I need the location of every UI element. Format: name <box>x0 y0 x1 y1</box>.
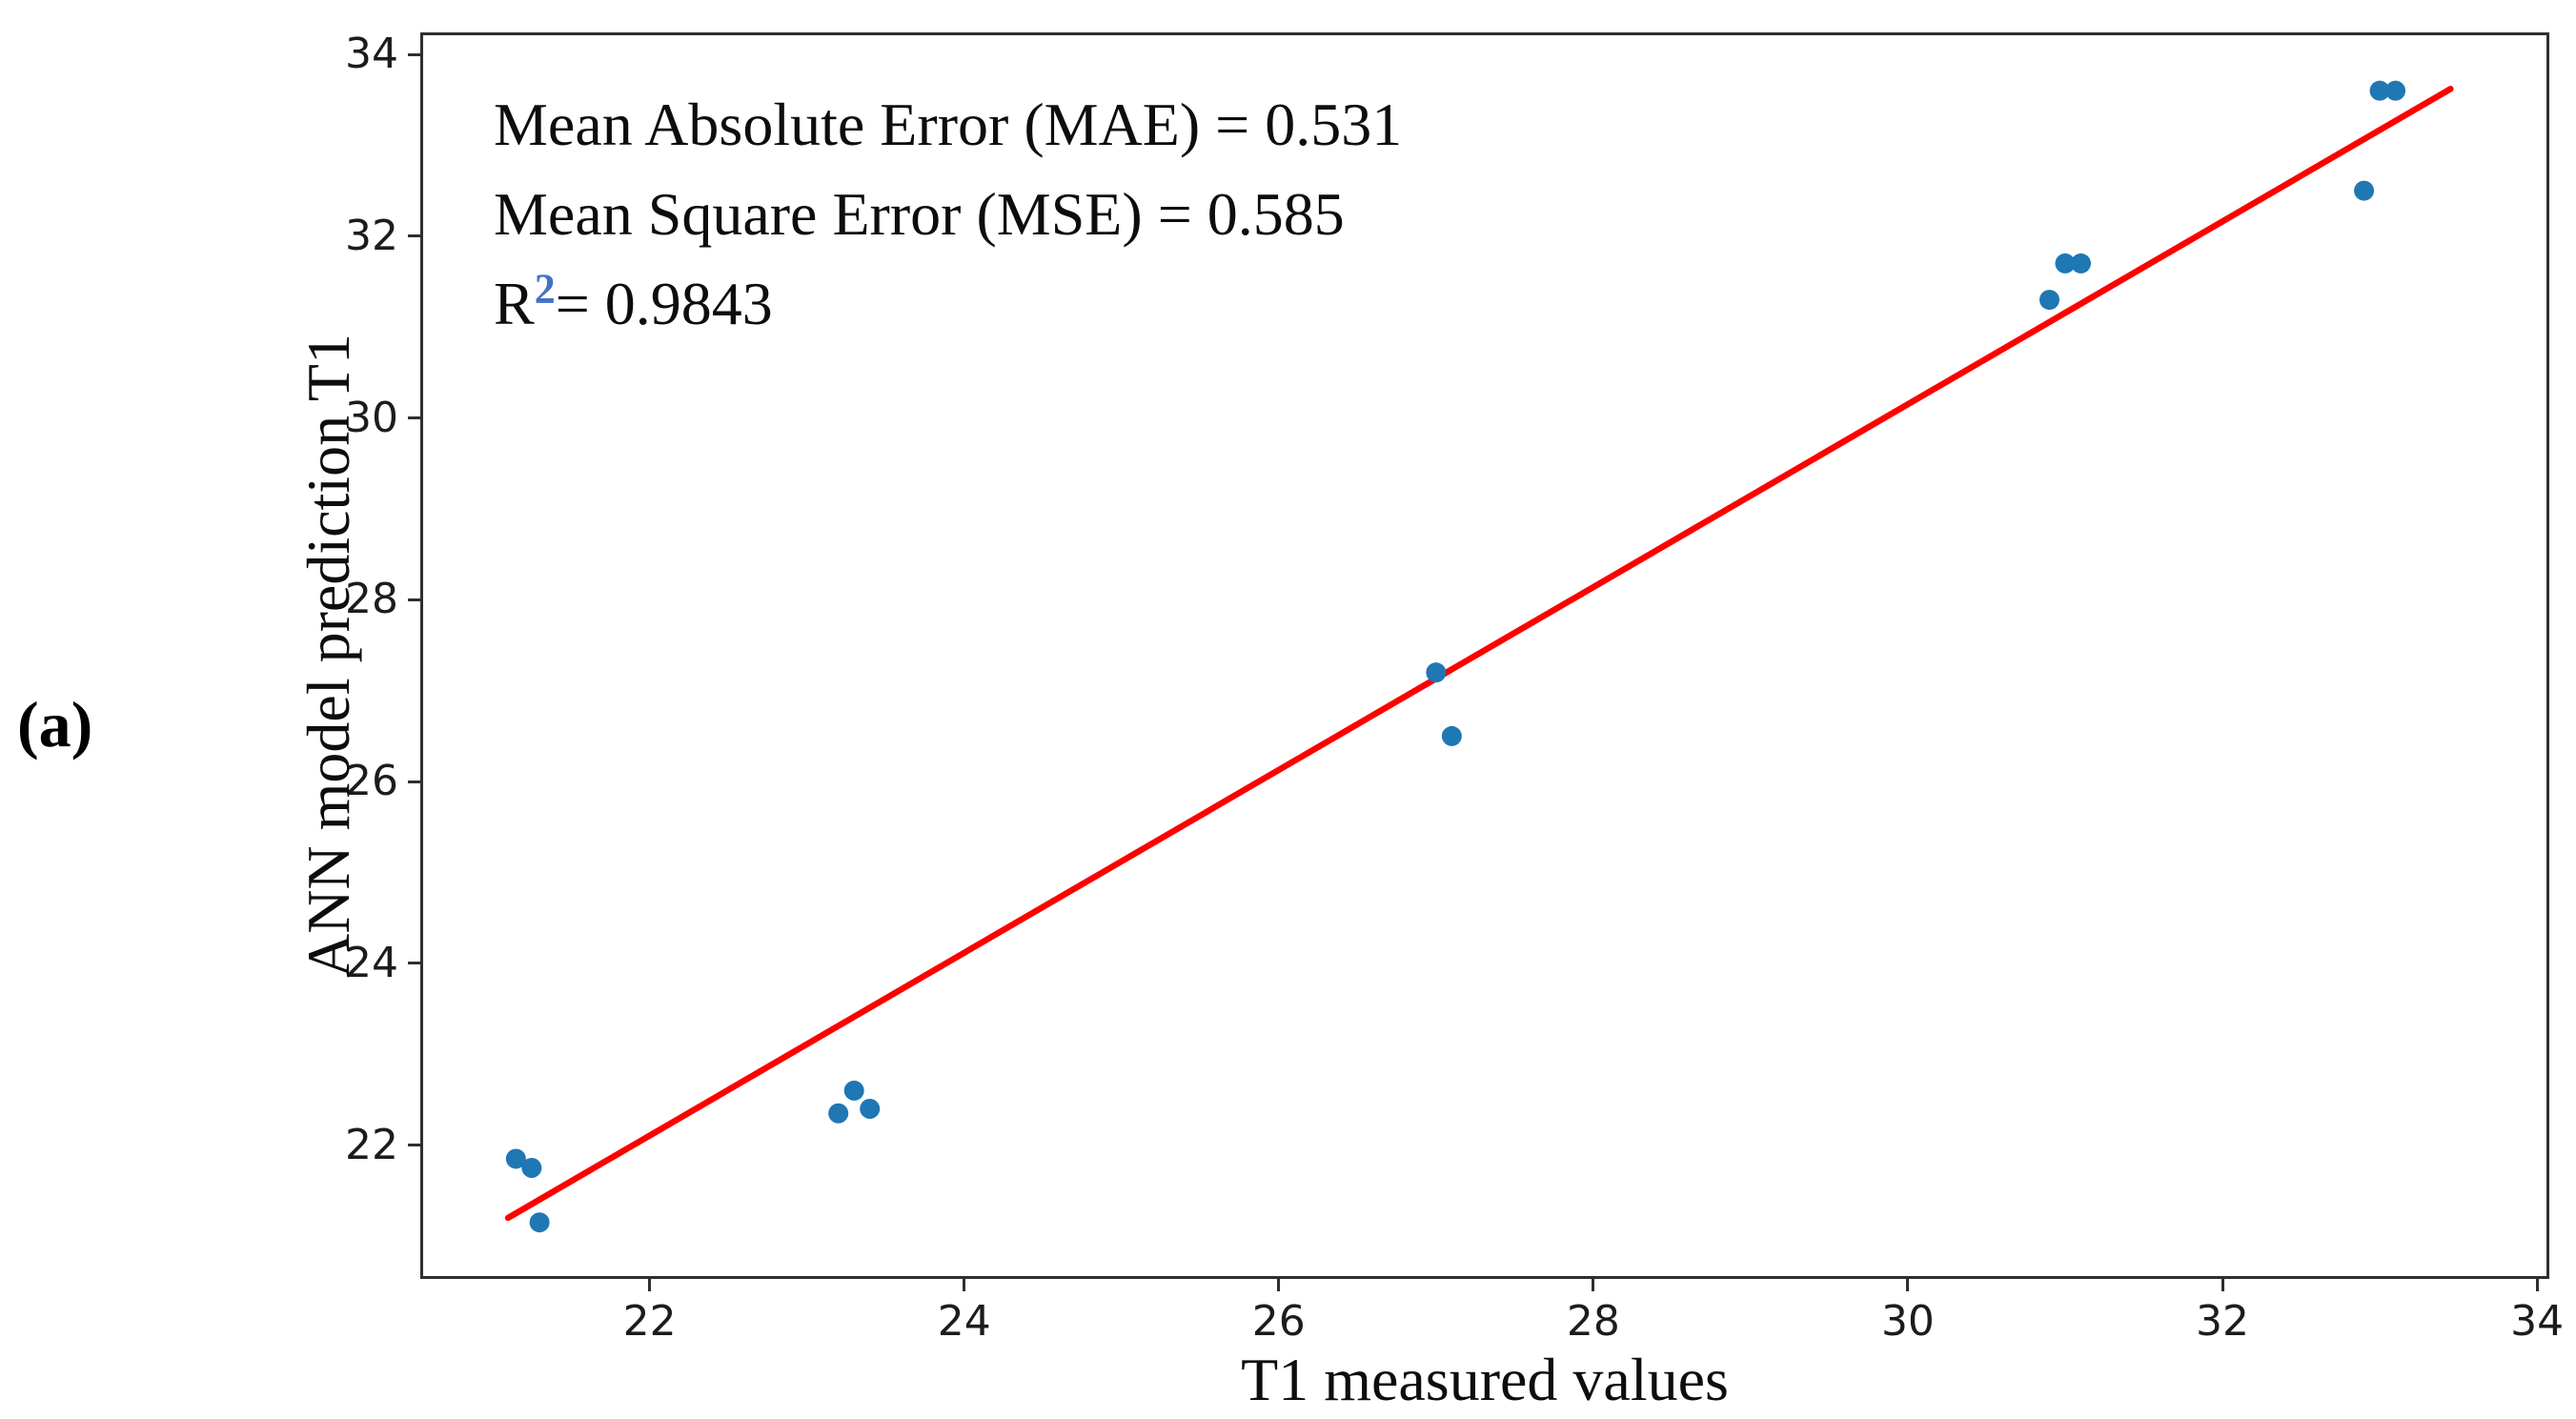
annotation-r2-value: = 0.9843 <box>555 270 773 337</box>
x-tick-label: 30 <box>1880 1297 1935 1346</box>
x-tick-label: 32 <box>2196 1297 2250 1346</box>
x-axis-label: T1 measured values <box>1241 1346 1729 1413</box>
y-tick-label: 22 <box>345 1120 398 1169</box>
y-tick-mark <box>408 416 420 420</box>
y-tick-label: 28 <box>345 575 398 624</box>
x-tick-label: 34 <box>2510 1297 2565 1346</box>
y-tick-mark <box>408 52 420 56</box>
y-axis-label: ANN model prediction T1 <box>294 333 362 979</box>
y-tick-label: 26 <box>345 757 398 806</box>
figure-panel-label: (a) <box>17 688 93 760</box>
annotation-r2-superscript: 2 <box>534 265 556 313</box>
x-tick-mark <box>1906 1279 1910 1291</box>
y-tick-mark <box>408 962 420 965</box>
annotation-mse: Mean Square Error (MSE) = 0.585 <box>494 180 1345 248</box>
y-tick-mark <box>408 234 420 238</box>
x-tick-mark <box>1277 1279 1281 1291</box>
y-tick-mark <box>408 598 420 601</box>
x-tick-label: 22 <box>622 1297 677 1346</box>
x-tick-mark <box>648 1279 652 1291</box>
y-tick-mark <box>408 780 420 783</box>
annotation-mae: Mean Absolute Error (MAE) = 0.531 <box>494 91 1403 158</box>
y-tick-label: 34 <box>345 30 398 79</box>
x-tick-label: 24 <box>937 1297 991 1346</box>
y-tick-label: 24 <box>345 938 398 987</box>
annotation-r2-base: R <box>494 270 535 337</box>
x-tick-mark <box>2535 1279 2539 1291</box>
x-tick-mark <box>1592 1279 1595 1291</box>
x-tick-label: 26 <box>1251 1297 1306 1346</box>
stats-annotation: Mean Absolute Error (MAE) = 0.531 Mean S… <box>494 80 1402 349</box>
y-tick-mark <box>408 1144 420 1147</box>
x-tick-mark <box>2221 1279 2224 1291</box>
x-tick-label: 28 <box>1566 1297 1620 1346</box>
x-tick-mark <box>963 1279 966 1291</box>
annotation-r2: R2= 0.9843 <box>494 259 1402 349</box>
y-tick-label: 32 <box>345 211 398 260</box>
y-tick-label: 30 <box>345 393 398 442</box>
